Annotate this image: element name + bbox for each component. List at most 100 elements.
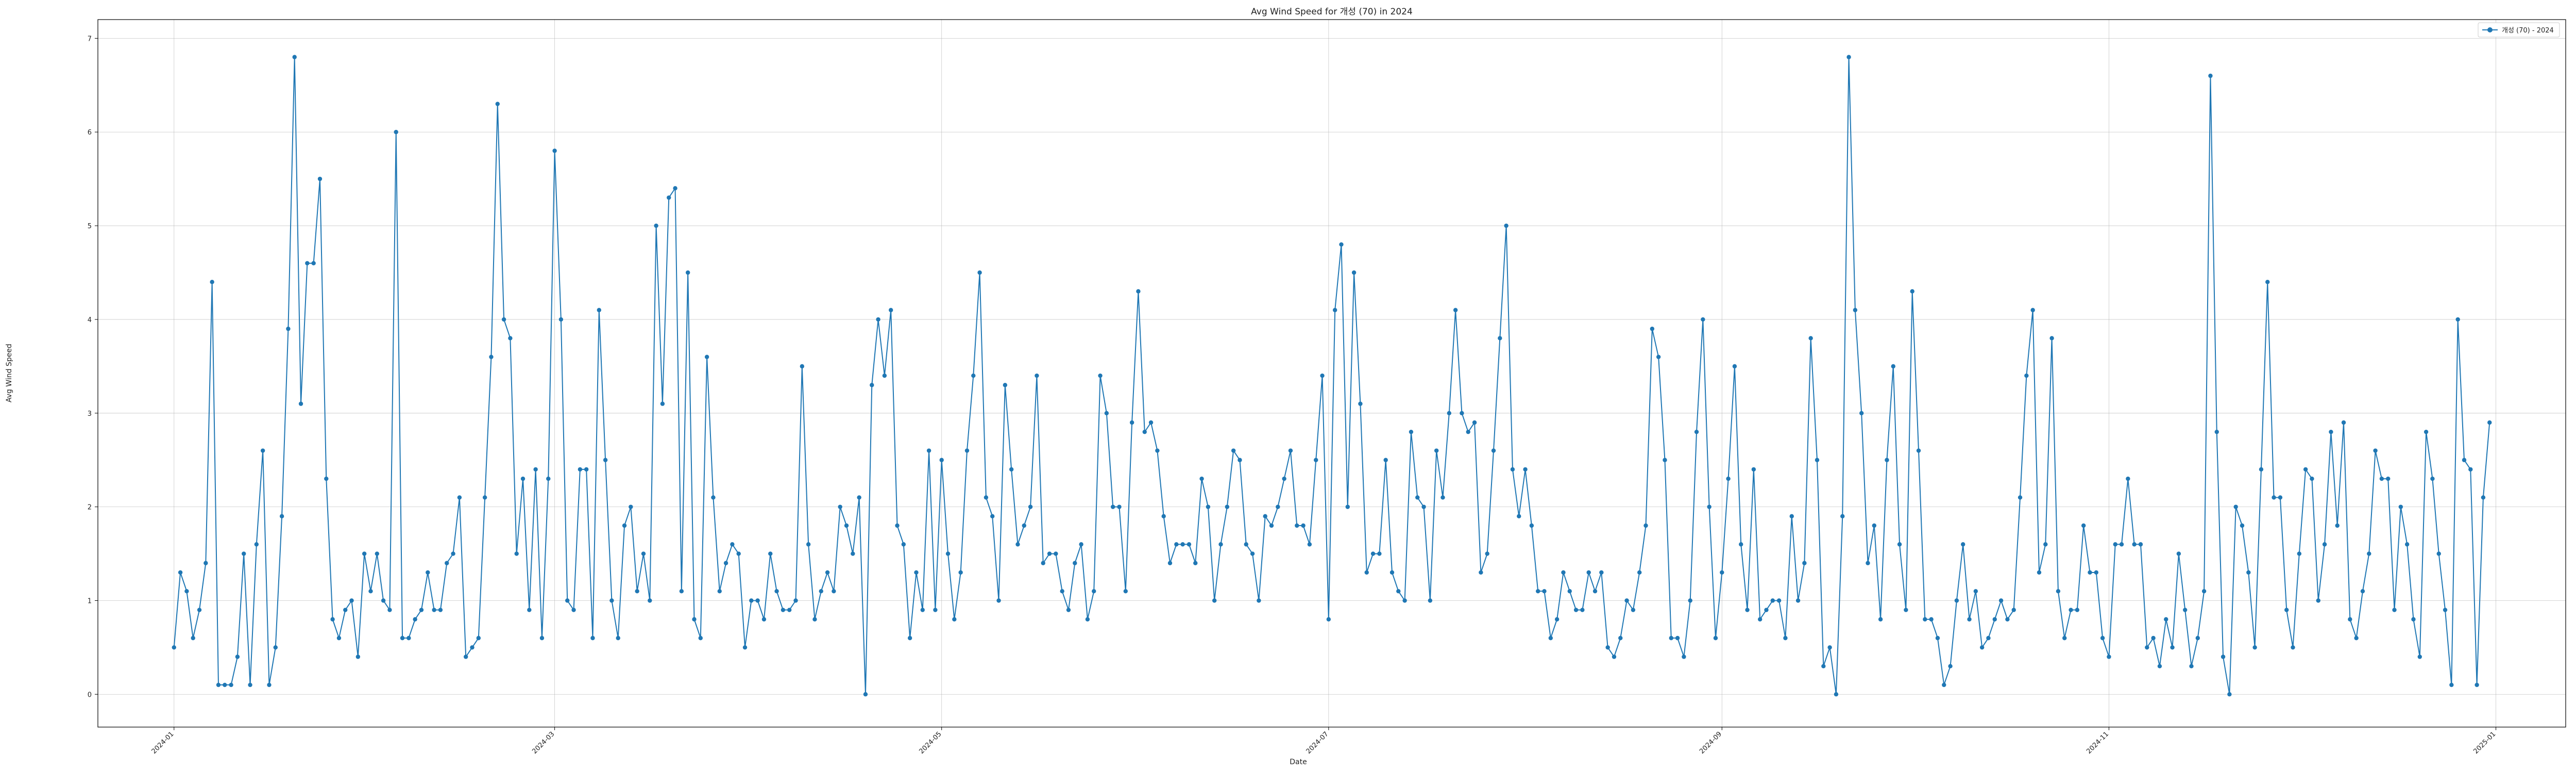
data-point <box>914 570 919 575</box>
data-point <box>2367 551 2371 556</box>
data-point <box>1853 308 1858 312</box>
data-point <box>832 589 836 594</box>
data-point <box>2278 495 2283 500</box>
data-point <box>1701 317 1705 322</box>
data-point <box>317 176 323 181</box>
data-point <box>1288 448 1293 453</box>
data-point <box>2329 429 2333 434</box>
data-point <box>1650 326 1655 331</box>
data-point <box>971 373 976 378</box>
data-point <box>635 589 639 594</box>
data-point <box>1929 617 1934 622</box>
data-point <box>1098 373 1103 378</box>
data-point <box>774 589 779 594</box>
data-point <box>2107 654 2111 659</box>
data-point <box>660 401 665 406</box>
data-point <box>1961 542 1965 547</box>
data-point <box>1206 504 1211 509</box>
data-point <box>1225 504 1230 509</box>
data-point <box>1504 223 1509 228</box>
data-point <box>1542 589 1547 594</box>
data-point <box>2075 608 2080 612</box>
data-point <box>2195 636 2200 641</box>
data-point <box>2310 476 2314 481</box>
data-point <box>1770 598 1775 603</box>
data-point <box>1421 504 1426 509</box>
grid-lines <box>98 20 2566 727</box>
data-point <box>546 476 551 481</box>
data-point <box>2037 570 2042 575</box>
data-point <box>400 636 405 641</box>
data-point <box>1332 308 1337 312</box>
data-point <box>336 636 342 641</box>
data-point <box>2265 279 2270 284</box>
data-point <box>1827 645 1832 650</box>
data-point <box>2475 682 2479 687</box>
data-point <box>1498 336 1502 341</box>
data-point <box>2189 664 2194 668</box>
plot-frame <box>97 19 2566 728</box>
data-point <box>1123 589 1128 594</box>
data-point <box>1009 467 1014 472</box>
data-point <box>2011 608 2016 612</box>
data-point <box>2043 542 2048 547</box>
data-point <box>2005 617 2010 622</box>
data-point <box>1472 420 1477 425</box>
data-point <box>172 645 176 650</box>
legend: 개성 (70) - 2024 <box>2478 22 2560 38</box>
data-point <box>1631 608 1636 612</box>
data-point <box>1326 617 1331 622</box>
data-point <box>768 551 773 556</box>
data-point <box>1199 476 1204 481</box>
data-point <box>2030 308 2035 312</box>
data-point <box>197 608 202 612</box>
data-point <box>1466 429 1470 434</box>
data-point <box>1973 589 1978 594</box>
data-point <box>825 570 830 575</box>
data-point <box>1643 523 1648 528</box>
data-point <box>1675 636 1680 641</box>
data-point <box>2272 495 2276 500</box>
data-point <box>1637 570 1642 575</box>
data-point <box>223 682 227 687</box>
data-point <box>1935 636 1940 641</box>
data-point <box>1599 570 1604 575</box>
data-point <box>419 608 424 612</box>
data-point <box>819 589 823 594</box>
data-point <box>889 308 893 312</box>
data-point <box>1554 617 1560 622</box>
data-point <box>1834 692 1839 697</box>
data-point <box>1022 523 1026 528</box>
data-point <box>1548 636 1553 641</box>
data-point <box>248 682 252 687</box>
data-point <box>742 645 748 650</box>
data-point <box>2316 598 2320 603</box>
y-tick-label: 5 <box>88 223 92 230</box>
data-point <box>679 589 684 594</box>
data-point <box>1314 458 1318 462</box>
data-point <box>2398 504 2403 509</box>
data-point <box>1060 589 1064 594</box>
data-point <box>629 504 633 509</box>
data-point <box>945 551 951 556</box>
data-point <box>2455 317 2460 322</box>
data-point <box>1110 504 1115 509</box>
data-point <box>495 102 500 106</box>
data-point <box>539 636 545 641</box>
data-point <box>343 608 348 612</box>
data-point <box>2145 645 2149 650</box>
data-point <box>1104 411 1109 415</box>
data-point <box>235 654 240 659</box>
data-point <box>1479 570 1483 575</box>
data-point <box>1808 336 1813 341</box>
data-point <box>933 608 938 612</box>
data-point <box>1815 458 1820 462</box>
data-point <box>1244 542 1248 547</box>
data-point <box>1663 458 1667 462</box>
data-point <box>1370 551 1376 556</box>
data-point <box>1167 561 1173 565</box>
data-point <box>2341 420 2346 425</box>
data-point <box>426 570 430 575</box>
data-point <box>2468 467 2473 472</box>
data-point <box>787 608 792 612</box>
